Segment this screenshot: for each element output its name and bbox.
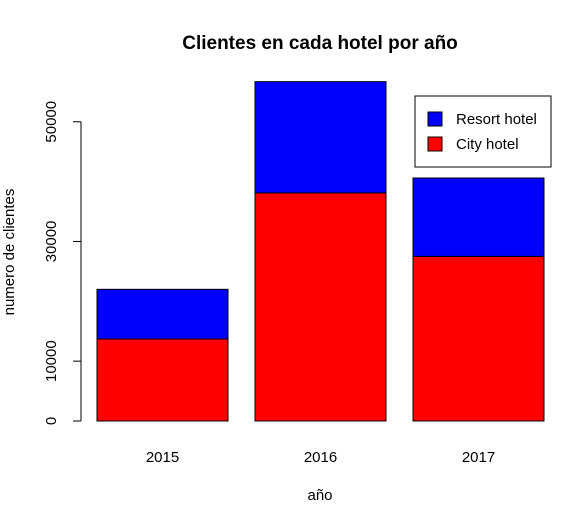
y-tick-label: 0 xyxy=(43,417,60,425)
x-tick-label: 2015 xyxy=(146,449,179,466)
bar-2016-resort-hotel xyxy=(254,81,387,194)
y-tick-label: 10000 xyxy=(43,340,60,382)
chart-title: Clientes en cada hotel por año xyxy=(182,33,458,54)
bar-2015-city-hotel xyxy=(96,338,229,422)
bar-2017-city-hotel xyxy=(412,255,545,422)
x-axis-label: año xyxy=(307,487,332,504)
bar-2016-city-hotel xyxy=(254,192,387,422)
y-axis: 0 10000 30000 50000 xyxy=(43,101,82,425)
x-axis-tick-labels: 2015 2016 2017 xyxy=(146,449,495,466)
legend-swatch xyxy=(427,136,443,152)
bars-group xyxy=(96,81,545,422)
legend-label: Resort hotel xyxy=(456,111,537,128)
y-axis-label: numero de clientes xyxy=(1,189,18,316)
bar-2015-resort-hotel xyxy=(96,288,229,340)
legend: Resort hotel City hotel xyxy=(414,95,552,168)
y-tick-label: 50000 xyxy=(43,101,60,143)
x-tick-label: 2017 xyxy=(462,449,495,466)
x-tick-label: 2016 xyxy=(304,449,337,466)
legend-box xyxy=(414,95,552,168)
legend-swatch xyxy=(427,111,443,127)
y-tick-label: 30000 xyxy=(43,221,60,263)
bar-2017-resort-hotel xyxy=(412,177,545,257)
legend-label: City hotel xyxy=(456,136,519,153)
